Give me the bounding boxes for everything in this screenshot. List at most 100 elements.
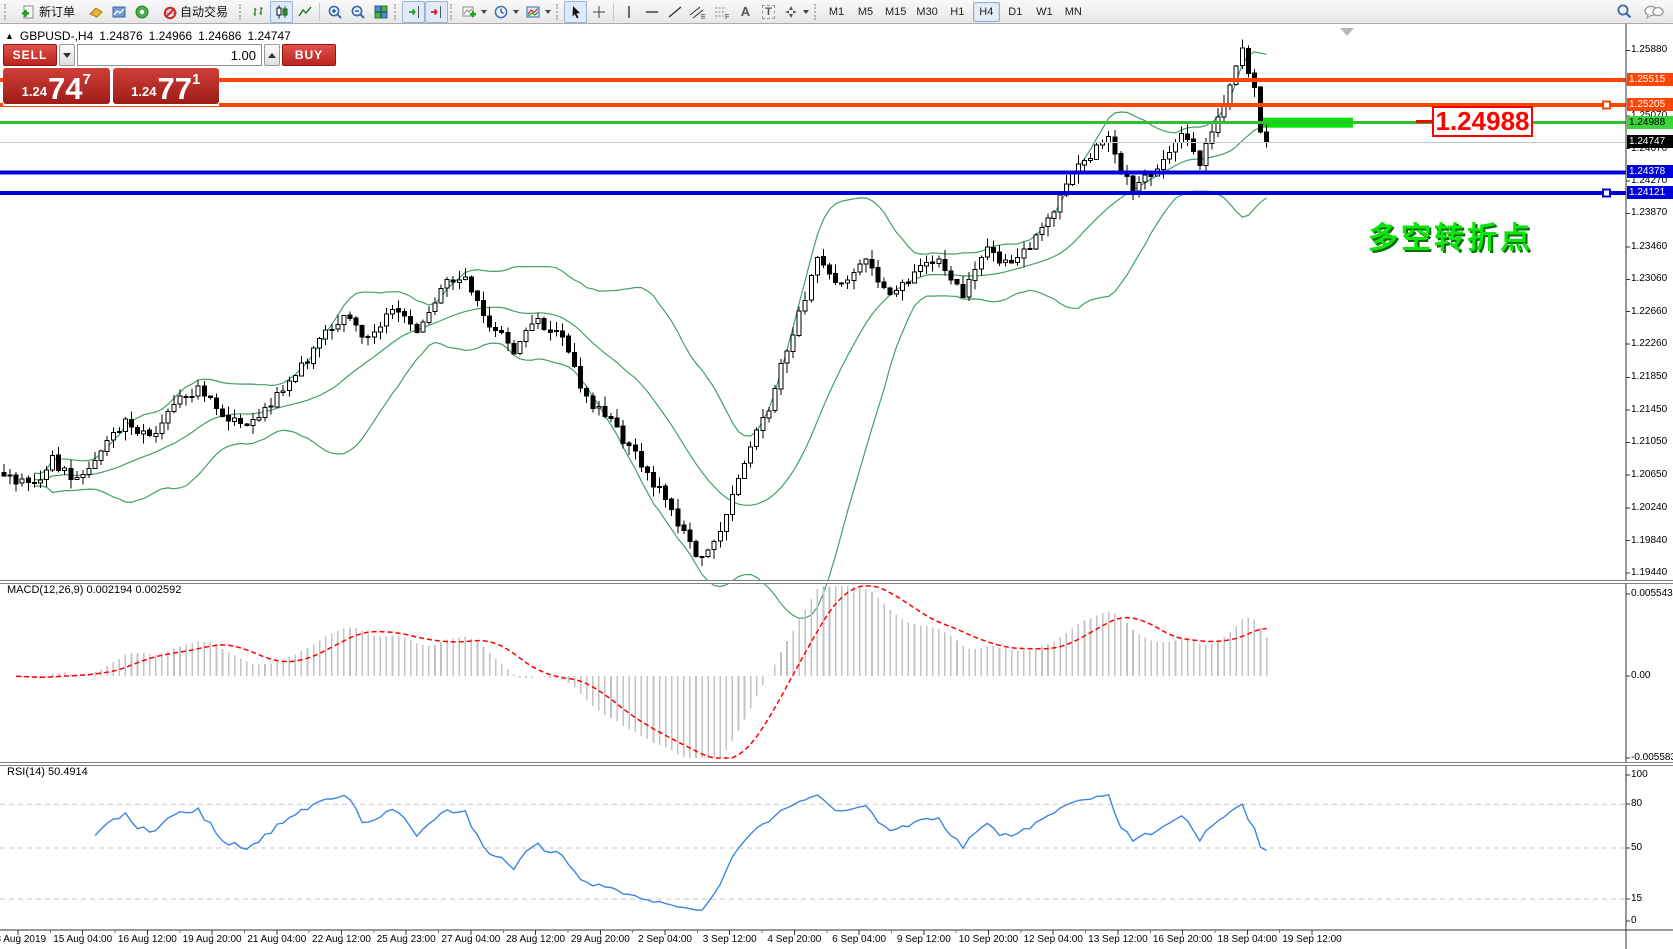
timeframe-button-mn[interactable]: MN (1060, 2, 1087, 22)
price-level-label[interactable]: 1.25515 (1627, 72, 1673, 86)
text-button[interactable]: A (734, 1, 757, 23)
fibonacci-button[interactable]: F (710, 1, 734, 23)
bar-chart-button[interactable] (247, 1, 270, 23)
turning-point-annotation[interactable]: 多空转折点 (1368, 222, 1533, 255)
toolbar-grip[interactable] (239, 3, 244, 20)
price-level-label[interactable]: 1.24378 (1627, 165, 1673, 179)
timeframe-button-w1[interactable]: W1 (1031, 2, 1058, 22)
time-axis-label: 2 Sep 04:00 (638, 934, 692, 945)
autotrading-icon (163, 6, 177, 19)
profiles-button[interactable] (84, 1, 107, 23)
price-level-label[interactable]: 1.24747 (1627, 135, 1673, 149)
axis-borders (0, 24, 1673, 949)
toolbar-grip[interactable] (4, 3, 9, 20)
sell-price-prefix: 1.24 (21, 84, 47, 99)
templates-button[interactable] (522, 1, 554, 23)
charts-icon (112, 6, 125, 17)
time-axis-label: 21 Aug 04:00 (247, 934, 307, 945)
spinner-up-icon (268, 52, 276, 58)
crosshair-button[interactable] (587, 1, 610, 23)
timeframe-button-h4[interactable]: H4 (972, 1, 1000, 22)
rsi-axis-tick-label: 100 (1631, 769, 1648, 780)
arrows-button[interactable] (780, 1, 812, 23)
horizontal-level-lines[interactable] (0, 78, 1626, 198)
time-axis-label: 28 Aug 12:00 (506, 934, 566, 945)
price-level-label[interactable]: 1.24121 (1627, 186, 1673, 200)
rsi-axis-tick-label: 0 (1631, 915, 1637, 926)
buy-price-quote[interactable]: 1.24 77 1 (112, 68, 219, 106)
price-level-label[interactable]: 1.25205 (1627, 98, 1673, 112)
price-annotation-tag[interactable]: 1.24988 (1432, 106, 1533, 137)
buy-button[interactable]: BUY (282, 44, 336, 66)
timeframe-button-h1[interactable]: H1 (944, 2, 971, 22)
zoom-out-button[interactable] (346, 1, 369, 23)
new-order-button[interactable]: 新订单 (12, 1, 84, 23)
profiles-icon (88, 6, 103, 18)
vertical-line-button[interactable] (617, 1, 640, 23)
price-axis-tick-label: 1.22660 (1631, 305, 1668, 317)
price-axis-tick-label: 1.25880 (1631, 44, 1668, 56)
volume-decrement-button[interactable] (59, 44, 75, 66)
auto-scroll-button[interactable] (402, 0, 425, 23)
news-button[interactable] (130, 1, 153, 23)
timeframe-button-m15[interactable]: M15 (881, 2, 910, 22)
dropdown-caret-icon (803, 9, 809, 14)
timeframe-button-d1[interactable]: D1 (1002, 2, 1029, 22)
sell-button[interactable]: SELL (3, 44, 57, 66)
rsi-value: 50.4914 (47, 766, 88, 778)
price-axis-tick-label: 1.22260 (1631, 338, 1668, 350)
new-chart-button[interactable] (458, 1, 490, 23)
search-icon[interactable] (1616, 3, 1633, 20)
open-value: 1.24876 (99, 29, 143, 43)
rsi-axis-tick-label: 80 (1631, 798, 1643, 810)
new-chart-icon (462, 6, 476, 17)
news-icon (135, 5, 148, 18)
cursor-icon (572, 5, 580, 18)
rsi-label: RSI(14) 50.4914 (7, 766, 88, 778)
chart-shift-marker-icon[interactable] (1340, 28, 1354, 36)
toolbar-grip[interactable] (814, 3, 819, 20)
horizontal-line-icon (645, 10, 658, 13)
price-axis-tick-label: 1.19840 (1631, 534, 1668, 546)
new-order-icon (21, 5, 34, 18)
macd-histogram (9, 586, 1268, 758)
volume-input[interactable] (77, 44, 262, 66)
periods-button[interactable] (490, 1, 522, 23)
timeframe-button-m5[interactable]: M5 (852, 2, 879, 22)
sell-price-quote[interactable]: 1.24 74 7 (3, 68, 110, 104)
horizontal-line-button[interactable] (640, 1, 663, 23)
pane-splitter[interactable] (0, 580, 1673, 584)
charts-button[interactable] (107, 1, 130, 23)
price-level-label[interactable]: 1.24988 (1627, 115, 1673, 129)
price-axis-tick-label: 1.21050 (1631, 436, 1668, 448)
line-chart-button[interactable] (293, 1, 316, 23)
text-label-button[interactable]: T (757, 1, 780, 23)
line-handle (1602, 188, 1611, 198)
bollinger-lower-band (34, 190, 1267, 619)
cursor-button[interactable] (564, 0, 587, 23)
toolbar-grip[interactable] (450, 3, 455, 20)
candlestick-chart-button[interactable] (270, 0, 293, 23)
svg-text:E: E (701, 14, 706, 20)
macd-axis-tick-label: 0.005543 (1631, 588, 1673, 599)
toolbar-grip[interactable] (556, 3, 561, 20)
timeframe-button-m30[interactable]: M30 (912, 2, 941, 22)
zoom-in-button[interactable] (323, 1, 346, 23)
trendline-button[interactable] (663, 1, 686, 23)
chat-icon[interactable] (1643, 4, 1665, 20)
bollinger-middle-band (34, 125, 1267, 506)
chart-shift-button[interactable] (425, 0, 448, 23)
macd-signal-line (16, 585, 1267, 759)
text-icon: A (740, 4, 751, 19)
timeframe-button-m1[interactable]: M1 (823, 2, 850, 22)
pane-splitter[interactable] (0, 762, 1673, 766)
buy-price-big: 77 (157, 70, 192, 106)
toolbar-grip[interactable] (394, 3, 399, 20)
volume-increment-button[interactable] (264, 44, 280, 66)
panel-collapse-icon[interactable]: ▲ (5, 31, 14, 41)
autotrading-button[interactable]: 自动交易 (153, 1, 237, 23)
equidistant-channel-button[interactable]: E (686, 1, 710, 23)
tile-windows-button[interactable] (369, 1, 392, 23)
candlestick-chart-icon (276, 5, 287, 18)
